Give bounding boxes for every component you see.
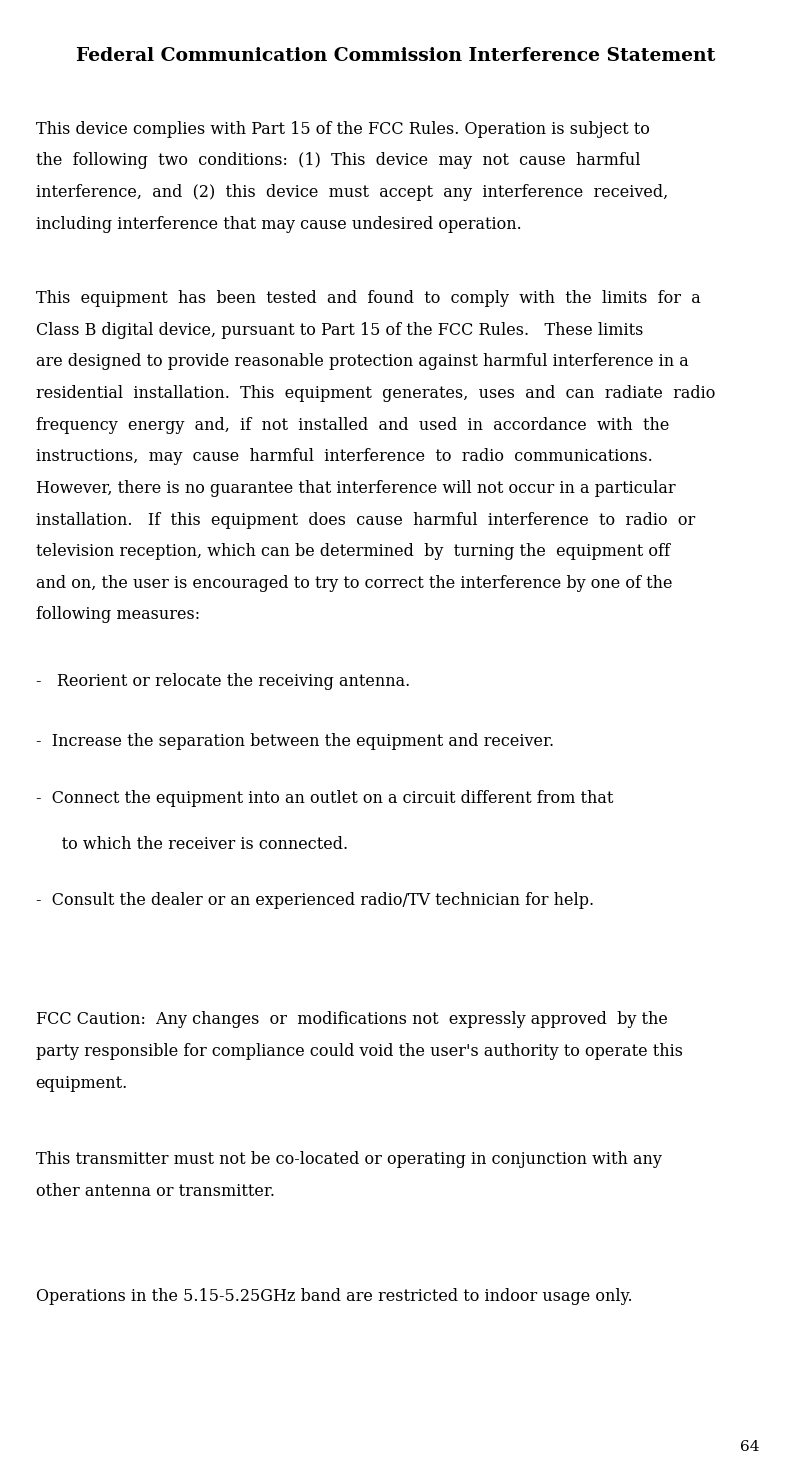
Text: However, there is no guarantee that interference will not occur in a particular: However, there is no guarantee that inte… <box>36 480 676 498</box>
Text: are designed to provide reasonable protection against harmful interference in a: are designed to provide reasonable prote… <box>36 353 688 371</box>
Text: -  Consult the dealer or an experienced radio/TV technician for help.: - Consult the dealer or an experienced r… <box>36 892 594 910</box>
Text: This device complies with Part 15 of the FCC Rules. Operation is subject to: This device complies with Part 15 of the… <box>36 121 649 138</box>
Text: -   Reorient or relocate the receiving antenna.: - Reorient or relocate the receiving ant… <box>36 673 410 690</box>
Text: equipment.: equipment. <box>36 1075 128 1092</box>
Text: Federal Communication Commission Interference Statement: Federal Communication Commission Interfe… <box>76 47 715 65</box>
Text: -  Connect the equipment into an outlet on a circuit different from that: - Connect the equipment into an outlet o… <box>36 790 613 808</box>
Text: Class B digital device, pursuant to Part 15 of the FCC Rules.   These limits: Class B digital device, pursuant to Part… <box>36 321 643 339</box>
Text: including interference that may cause undesired operation.: including interference that may cause un… <box>36 215 521 233</box>
Text: FCC Caution:  Any changes  or  modifications not  expressly approved  by the: FCC Caution: Any changes or modification… <box>36 1011 668 1029</box>
Text: -  Increase the separation between the equipment and receiver.: - Increase the separation between the eq… <box>36 733 554 751</box>
Text: party responsible for compliance could void the user's authority to operate this: party responsible for compliance could v… <box>36 1042 683 1060</box>
Text: instructions,  may  cause  harmful  interference  to  radio  communications.: instructions, may cause harmful interfer… <box>36 447 653 465</box>
Text: the  following  two  conditions:  (1)  This  device  may  not  cause  harmful: the following two conditions: (1) This d… <box>36 152 640 169</box>
Text: residential  installation.  This  equipment  generates,  uses  and  can  radiate: residential installation. This equipment… <box>36 384 715 402</box>
Text: frequency  energy  and,  if  not  installed  and  used  in  accordance  with  th: frequency energy and, if not installed a… <box>36 417 669 434</box>
Text: installation.   If  this  equipment  does  cause  harmful  interference  to  rad: installation. If this equipment does cau… <box>36 511 694 528</box>
Text: Operations in the 5.15-5.25GHz band are restricted to indoor usage only.: Operations in the 5.15-5.25GHz band are … <box>36 1288 632 1306</box>
Text: interference,  and  (2)  this  device  must  accept  any  interference  received: interference, and (2) this device must a… <box>36 184 668 202</box>
Text: following measures:: following measures: <box>36 606 199 624</box>
Text: other antenna or transmitter.: other antenna or transmitter. <box>36 1183 274 1200</box>
Text: This  equipment  has  been  tested  and  found  to  comply  with  the  limits  f: This equipment has been tested and found… <box>36 290 700 308</box>
Text: to which the receiver is connected.: to which the receiver is connected. <box>36 836 348 854</box>
Text: and on, the user is encouraged to try to correct the interference by one of the: and on, the user is encouraged to try to… <box>36 574 672 592</box>
Text: 64: 64 <box>740 1440 759 1454</box>
Text: This transmitter must not be co-located or operating in conjunction with any: This transmitter must not be co-located … <box>36 1151 661 1169</box>
Text: television reception, which can be determined  by  turning the  equipment off: television reception, which can be deter… <box>36 543 670 561</box>
